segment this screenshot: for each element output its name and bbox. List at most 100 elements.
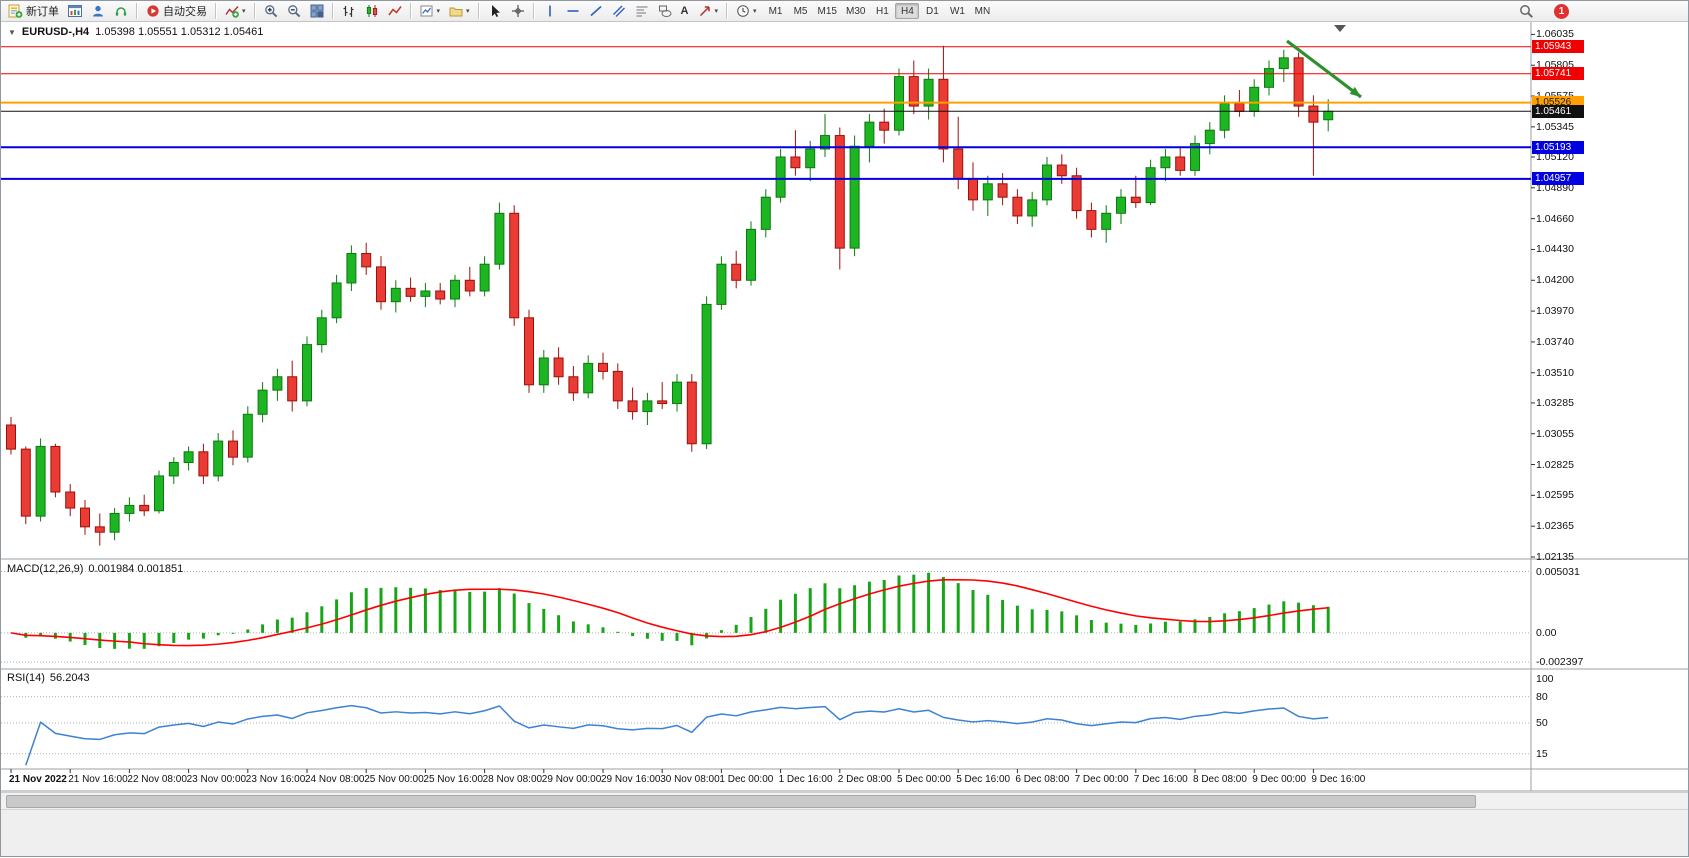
candle: [1116, 189, 1126, 224]
periods-clock-icon: [737, 5, 749, 17]
horizontal-line-tool-button[interactable]: [562, 2, 584, 20]
tile-windows-button[interactable]: [306, 2, 328, 20]
timeframe-M5[interactable]: M5: [789, 3, 813, 19]
candle: [1101, 205, 1112, 243]
crosshair-icon: [511, 5, 524, 17]
profiles-folder-icon: [449, 7, 463, 17]
profile-button[interactable]: [87, 2, 109, 20]
candle: [1130, 175, 1141, 208]
candle: [627, 387, 638, 420]
candle: [494, 202, 505, 270]
profiles-button[interactable]: ▾: [445, 2, 474, 20]
horizontal-line-icon: [567, 10, 579, 12]
shapes-tool-button[interactable]: [654, 2, 676, 20]
candle: [568, 366, 579, 401]
notification-badge[interactable]: 1: [1554, 3, 1569, 19]
candle: [213, 433, 224, 482]
timeframe-group: M1 M5 M15 M30 H1 H4 D1 W1 MN: [764, 3, 995, 19]
bar-chart-type-button[interactable]: [338, 2, 360, 20]
candle: [686, 374, 697, 452]
headset-button[interactable]: [110, 2, 132, 20]
trendline-tool-button[interactable]: [585, 2, 607, 20]
candle: [154, 470, 164, 514]
candle-chart-type-button[interactable]: [361, 2, 383, 20]
cursor-button[interactable]: [484, 2, 506, 20]
timeframe-H4[interactable]: H4: [895, 3, 920, 19]
candle: [450, 274, 460, 308]
rsi-line: [25, 704, 1329, 766]
indicators-button[interactable]: ▾: [221, 2, 250, 20]
timeframe-MN[interactable]: MN: [970, 3, 994, 19]
zoom-in-button[interactable]: [260, 2, 282, 20]
shapes-icon: [658, 5, 672, 17]
candle: [1042, 157, 1052, 206]
candle: [923, 68, 934, 120]
candle: [938, 45, 949, 163]
candle: [94, 513, 105, 546]
autotrading-button[interactable]: 自动交易: [142, 2, 211, 20]
toolbar-separator: [253, 3, 256, 19]
new-order-button[interactable]: 新订单: [4, 2, 63, 20]
candle: [716, 256, 727, 310]
candle: [20, 446, 31, 525]
candle: [746, 221, 756, 286]
channel-tool-button[interactable]: [608, 2, 630, 20]
candle: [124, 497, 135, 522]
status-strip: [1, 809, 1688, 856]
timeframe-M1[interactable]: M1: [764, 3, 788, 19]
toolbar-separator: [331, 3, 334, 19]
chart-window-button[interactable]: [64, 2, 86, 20]
arrow-tool-icon: [699, 6, 710, 17]
candle: [1278, 49, 1289, 82]
candle: [316, 309, 327, 353]
headset-icon: [115, 7, 127, 16]
candle: [879, 108, 890, 144]
vertical-line-tool-button[interactable]: [539, 2, 561, 20]
candle: [968, 162, 978, 211]
new-chart-button[interactable]: ▾: [416, 2, 445, 20]
profile-icon: [93, 5, 103, 17]
chart-window-icon: [68, 5, 82, 17]
chart-shift-marker[interactable]: [1334, 25, 1346, 32]
candle: [1160, 148, 1171, 182]
candle: [790, 130, 801, 176]
candle: [760, 189, 771, 238]
candle: [35, 438, 46, 522]
timeframe-M15[interactable]: M15: [814, 3, 841, 19]
timeframe-H1[interactable]: H1: [870, 3, 894, 19]
candle: [405, 277, 416, 302]
crosshair-button[interactable]: [507, 2, 529, 20]
autotrading-icon: [147, 5, 159, 17]
indicators-caret-icon: ▾: [242, 7, 246, 15]
horizontal-scrollbar[interactable]: [1, 792, 1688, 809]
trend-arrow-head: [1349, 86, 1361, 97]
candle: [1027, 191, 1038, 227]
line-chart-type-button[interactable]: [384, 2, 406, 20]
timeframe-W1[interactable]: W1: [945, 3, 969, 19]
new-order-icon: [8, 4, 23, 18]
scrollbar-thumb[interactable]: [6, 795, 1476, 808]
candle: [50, 443, 61, 498]
periods-button[interactable]: ▾: [732, 2, 761, 20]
new-chart-icon: [420, 5, 433, 17]
search-icon: [1520, 4, 1533, 18]
toolbar-right-group: 1: [1515, 2, 1569, 20]
main-toolbar: 新订单: [1, 1, 1688, 22]
trend-arrow[interactable]: [1286, 39, 1362, 99]
arrows-tool-button[interactable]: ▾: [694, 2, 723, 20]
candle: [1293, 52, 1304, 117]
candle: [657, 382, 668, 409]
fibonacci-tool-button[interactable]: [631, 2, 653, 20]
candle: [228, 430, 238, 466]
timeframe-D1[interactable]: D1: [920, 3, 944, 19]
trendline-icon: [590, 5, 602, 17]
search-button[interactable]: [1515, 2, 1538, 20]
timeframe-M30[interactable]: M30: [842, 3, 869, 19]
profiles-caret-icon: ▾: [466, 7, 470, 15]
candle: [612, 363, 623, 409]
zoom-out-button[interactable]: [283, 2, 305, 20]
toolbar-separator: [409, 3, 412, 19]
text-tool-button[interactable]: A: [677, 2, 693, 20]
